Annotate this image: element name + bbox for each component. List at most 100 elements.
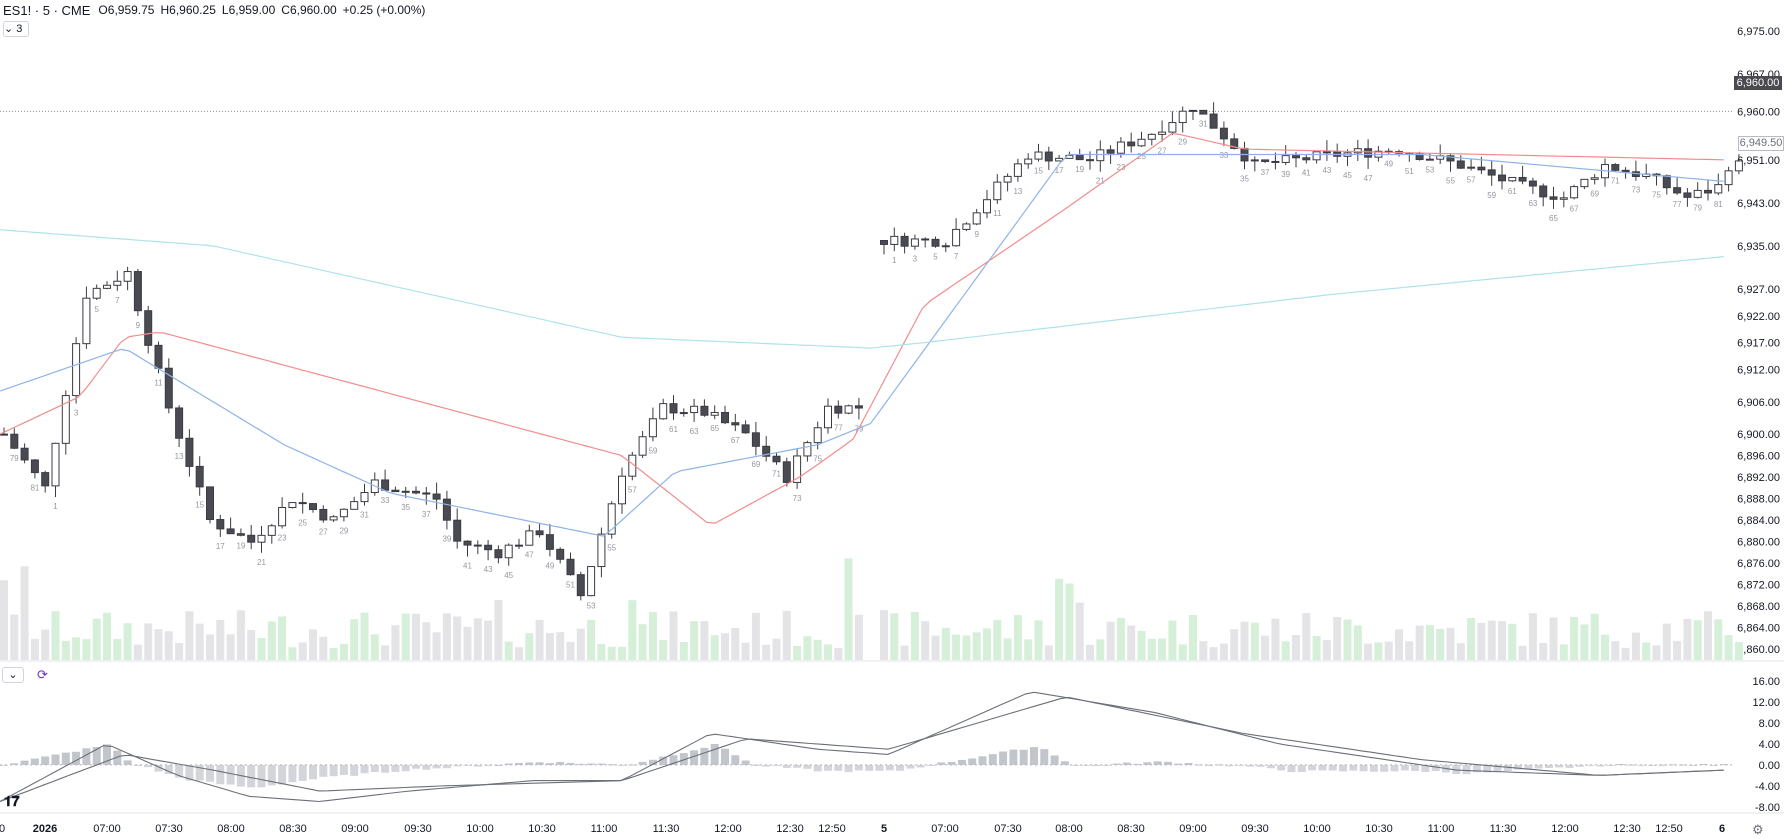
macd-axis-tick: 12.00 (1752, 697, 1780, 709)
bar-number-label: 75 (813, 454, 822, 463)
ohlc-high: H6,960.25 (160, 3, 216, 17)
candle-down (782, 461, 791, 483)
macd-histogram-bar (793, 764, 802, 768)
candle-up (339, 508, 348, 518)
macd-histogram-bar (1421, 764, 1430, 772)
price-axis-tick: 6,900.00 (1737, 429, 1780, 441)
bar-number-label: 45 (504, 571, 513, 580)
macd-histogram-bar (545, 763, 554, 765)
volume-bar (1189, 614, 1197, 660)
bar-number-label: 21 (257, 558, 266, 567)
chevron-down-icon: ⌄ (8, 669, 18, 681)
volume-bar (0, 580, 8, 660)
pane-collapse-button[interactable]: ⌄ (2, 667, 24, 683)
volume-bar (545, 632, 554, 660)
macd-histogram-bar (1545, 764, 1553, 769)
volume-bar (154, 629, 163, 660)
price-axis-tick: 6,868.00 (1737, 601, 1780, 613)
macd-histogram-bar (82, 748, 91, 765)
candle-up (103, 284, 111, 289)
macd-histogram-bar (1163, 761, 1172, 765)
macd-histogram-bar (937, 762, 946, 765)
macd-histogram-bar (1390, 764, 1399, 772)
macd-histogram-bar (885, 764, 894, 771)
volume-bar (1209, 647, 1218, 660)
volume-bar (1034, 620, 1043, 660)
volume-bar (381, 645, 390, 660)
macd-histogram-bar (453, 764, 462, 767)
macd-histogram-bar (988, 754, 997, 765)
candle-down (1621, 169, 1630, 173)
price-axis-tick: 6,951.00 (1737, 155, 1780, 167)
macd-histogram-bar (319, 764, 328, 777)
candle-up (61, 395, 70, 444)
candle-up (597, 533, 606, 568)
macd-histogram-bar (1503, 764, 1512, 772)
volume-bar (1106, 621, 1115, 660)
volume-bar (185, 611, 194, 660)
refresh-icon[interactable]: ⟳ (37, 667, 48, 682)
candle-down (1539, 185, 1548, 198)
candle-up (401, 490, 410, 493)
macd-histogram-bar (1339, 764, 1347, 772)
macd-histogram-bar (103, 744, 111, 765)
candle-up (1137, 138, 1146, 147)
candle-up (504, 544, 513, 559)
bar-number-label: 43 (1322, 166, 1331, 175)
candle-up (1312, 151, 1321, 161)
indicator-count: 3 (16, 23, 23, 35)
macd-histogram-bar (1225, 764, 1234, 767)
bar-number-label: 65 (710, 424, 719, 433)
symbol-title[interactable]: ES1! · 5 · CME (3, 2, 91, 18)
macd-histogram-bar (628, 764, 637, 766)
bar-number-label: 53 (587, 601, 596, 610)
macd-histogram-bar (525, 762, 534, 765)
volume-bar (1642, 642, 1651, 660)
bar-number-label: 65 (1549, 214, 1558, 223)
volume-bar (1673, 640, 1682, 660)
tradingview-logo-icon[interactable]: 𝟏𝟕 (4, 793, 20, 809)
macd-histogram-bar (824, 764, 832, 771)
candle-down (381, 479, 390, 491)
volume-bar (72, 637, 81, 660)
candle-down (1415, 153, 1424, 161)
gear-icon[interactable]: ⚙ (1752, 822, 1764, 837)
indicators-toggle-button[interactable]: ⌄ 3 (3, 21, 29, 37)
volume-bar (983, 628, 991, 660)
time-axis-tick: 11:00 (591, 823, 618, 835)
price-axis-tick: 6,864.00 (1737, 623, 1780, 635)
volume-bar (782, 610, 791, 660)
macd-histogram-bar (1277, 764, 1286, 771)
macd-histogram-bar (896, 764, 905, 771)
candle-down (515, 544, 523, 547)
volume-bar (813, 639, 822, 660)
volume-bar (1024, 639, 1033, 660)
candle-down (154, 344, 163, 369)
macd-histogram-bar (309, 764, 317, 780)
macd-histogram-bar (566, 762, 575, 765)
candle-down (236, 533, 245, 536)
volume-bar (1590, 613, 1599, 660)
volume-bar (1570, 616, 1579, 660)
volume-bar (309, 629, 317, 660)
macd-histogram-bar (1493, 764, 1502, 772)
candle-up (983, 199, 991, 214)
volume-bar (41, 629, 50, 660)
bar-number-label: 3 (74, 409, 79, 418)
bar-number-label: 17 (1055, 166, 1064, 175)
candle-up (962, 223, 971, 230)
candle-up (1508, 176, 1517, 182)
volume-bar (1518, 645, 1527, 660)
bar-number-label: 7 (954, 252, 959, 261)
volume-bar (123, 623, 132, 660)
volume-bar (1662, 623, 1671, 660)
candle-up (993, 181, 1002, 201)
macd-histogram-bar (1060, 761, 1069, 765)
macd-histogram-bar (515, 763, 523, 765)
bar-number-label: 15 (195, 501, 204, 510)
volume-bar (133, 644, 142, 660)
volume-bar (442, 613, 451, 660)
bar-number-label: 81 (30, 483, 39, 492)
candle-up (824, 405, 832, 429)
candle-up (329, 516, 338, 521)
